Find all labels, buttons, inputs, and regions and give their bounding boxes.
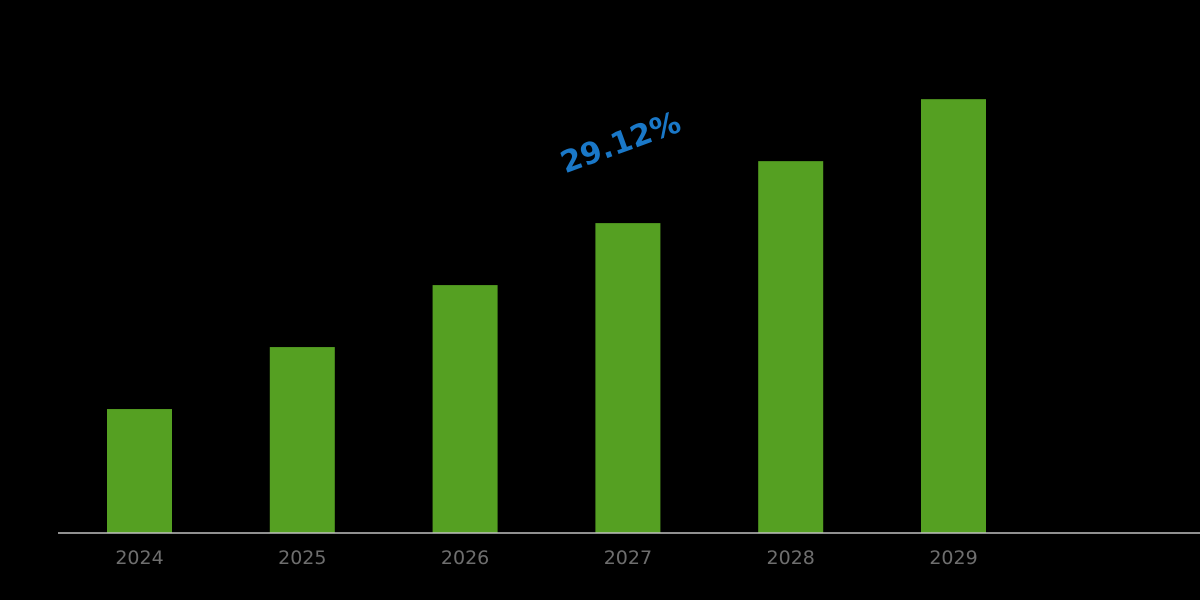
x-tick-label-2026: 2026 xyxy=(441,547,489,569)
cagr-annotation: 29.12% xyxy=(556,105,685,181)
x-tick-label-2029: 2029 xyxy=(929,547,977,569)
bar-2027 xyxy=(595,223,661,533)
bars xyxy=(107,99,986,534)
x-tick-label-2027: 2027 xyxy=(604,547,652,569)
bar-2029 xyxy=(921,99,986,534)
bar-2024 xyxy=(107,409,172,533)
x-tick-label-2025: 2025 xyxy=(278,547,326,569)
bar-2026 xyxy=(432,285,498,533)
x-tick-label-2028: 2028 xyxy=(767,547,815,569)
x-tick-labels: 2024 2025 2026 2027 2028 2029 xyxy=(115,547,977,569)
bar-2025 xyxy=(269,347,335,533)
bar-2028 xyxy=(758,161,824,534)
x-tick-label-2024: 2024 xyxy=(115,547,163,569)
